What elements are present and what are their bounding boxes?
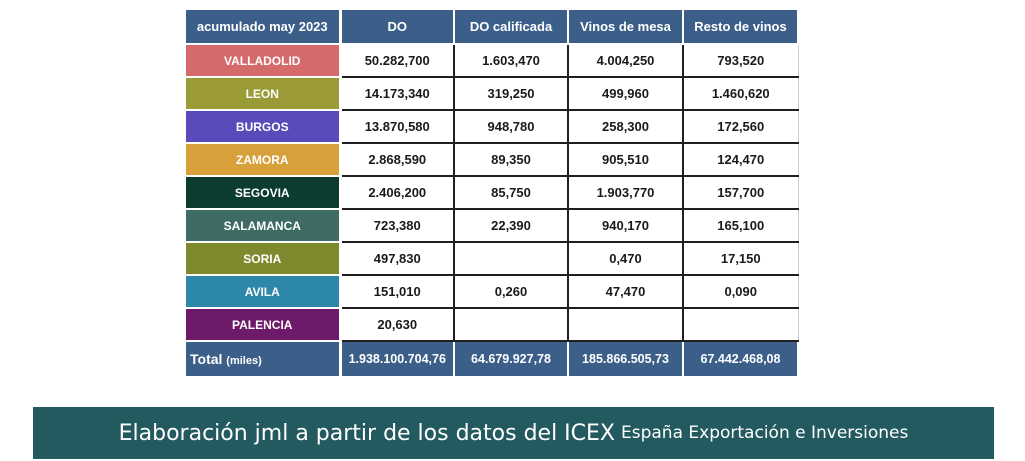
value-cell — [454, 242, 569, 276]
table-body: VALLADOLID 50.282,700 1.603,470 4.004,250 79… — [184, 43, 799, 342]
value-cell: 89,350 — [454, 143, 569, 177]
region-label: LEON — [184, 76, 342, 111]
value-cell — [568, 308, 684, 342]
region-label: ZAMORA — [184, 142, 342, 177]
value-cell: 499,960 — [568, 77, 684, 111]
table-row: PALENCIA 20,630 — [184, 307, 799, 342]
value-cell: 17,150 — [683, 242, 799, 276]
value-cell: 2.868,590 — [340, 143, 455, 177]
total-vinos-de-mesa: 185.866.505,73 — [567, 340, 684, 378]
region-label: AVILA — [184, 274, 342, 309]
table-row: SEGOVIA 2.406,200 85,750 1.903,770 157,700 — [184, 175, 799, 210]
value-cell: 157,700 — [683, 176, 799, 210]
value-cell: 723,380 — [340, 209, 455, 243]
region-label: PALENCIA — [184, 307, 342, 342]
value-cell: 319,250 — [454, 77, 569, 111]
total-sublabel: (miles) — [226, 355, 262, 367]
value-cell: 0,090 — [683, 275, 799, 309]
value-cell: 0,260 — [454, 275, 569, 309]
header-vinos-de-mesa: Vinos de mesa — [567, 8, 684, 45]
table-row: BURGOS 13.870,580 948,780 258,300 172,560 — [184, 109, 799, 144]
value-cell: 1.903,770 — [568, 176, 684, 210]
total-do-calificada: 64.679.927,78 — [453, 340, 569, 378]
region-label: SALAMANCA — [184, 208, 342, 243]
header-do: DO — [339, 8, 455, 45]
value-cell: 4.004,250 — [568, 44, 684, 78]
total-row: Total (miles) 1.938.100.704,76 64.679.92… — [184, 340, 799, 378]
table-row: AVILA 151,010 0,260 47,470 0,090 — [184, 274, 799, 309]
region-label: SORIA — [184, 241, 342, 276]
value-cell: 948,780 — [454, 110, 569, 144]
value-cell: 793,520 — [683, 44, 799, 78]
header-row: acumulado may 2023 DO DO calificada Vino… — [184, 8, 799, 45]
value-cell: 2.406,200 — [340, 176, 455, 210]
header-period: acumulado may 2023 — [184, 8, 342, 45]
value-cell: 20,630 — [340, 308, 455, 342]
table-row: LEON 14.173,340 319,250 499,960 1.460,620 — [184, 76, 799, 111]
region-label: BURGOS — [184, 109, 342, 144]
value-cell: 22,390 — [454, 209, 569, 243]
value-cell: 165,100 — [683, 209, 799, 243]
value-cell — [454, 308, 569, 342]
header-resto-de-vinos: Resto de vinos — [682, 8, 799, 45]
table-row: ZAMORA 2.868,590 89,350 905,510 124,470 — [184, 142, 799, 177]
value-cell: 905,510 — [568, 143, 684, 177]
banner-main-text: Elaboración jml a partir de los datos de… — [118, 420, 615, 446]
value-cell: 85,750 — [454, 176, 569, 210]
value-cell: 172,560 — [683, 110, 799, 144]
value-cell: 47,470 — [568, 275, 684, 309]
table-row: SALAMANCA 723,380 22,390 940,170 165,100 — [184, 208, 799, 243]
region-label: SEGOVIA — [184, 175, 342, 210]
total-label: Total — [190, 351, 223, 367]
value-cell: 50.282,700 — [340, 44, 455, 78]
region-label: VALLADOLID — [184, 43, 342, 78]
value-cell: 151,010 — [340, 275, 455, 309]
value-cell: 14.173,340 — [340, 77, 455, 111]
value-cell: 497,830 — [340, 242, 455, 276]
value-cell: 1.603,470 — [454, 44, 569, 78]
total-resto-de-vinos: 67.442.468,08 — [682, 340, 799, 378]
value-cell: 940,170 — [568, 209, 684, 243]
value-cell: 258,300 — [568, 110, 684, 144]
table-row: SORIA 497,830 0,470 17,150 — [184, 241, 799, 276]
value-cell: 13.870,580 — [340, 110, 455, 144]
wine-data-table: acumulado may 2023 DO DO calificada Vino… — [184, 8, 799, 378]
table-row: VALLADOLID 50.282,700 1.603,470 4.004,250 79… — [184, 43, 799, 78]
header-do-calificada: DO calificada — [453, 8, 569, 45]
value-cell: 0,470 — [568, 242, 684, 276]
value-cell: 124,470 — [683, 143, 799, 177]
total-label-cell: Total (miles) — [184, 340, 342, 378]
value-cell — [683, 308, 799, 342]
banner-rest-text: España Exportación e Inversiones — [621, 423, 909, 443]
source-banner: Elaboración jml a partir de los datos de… — [33, 407, 994, 459]
value-cell: 1.460,620 — [683, 77, 799, 111]
total-do: 1.938.100.704,76 — [339, 340, 455, 378]
